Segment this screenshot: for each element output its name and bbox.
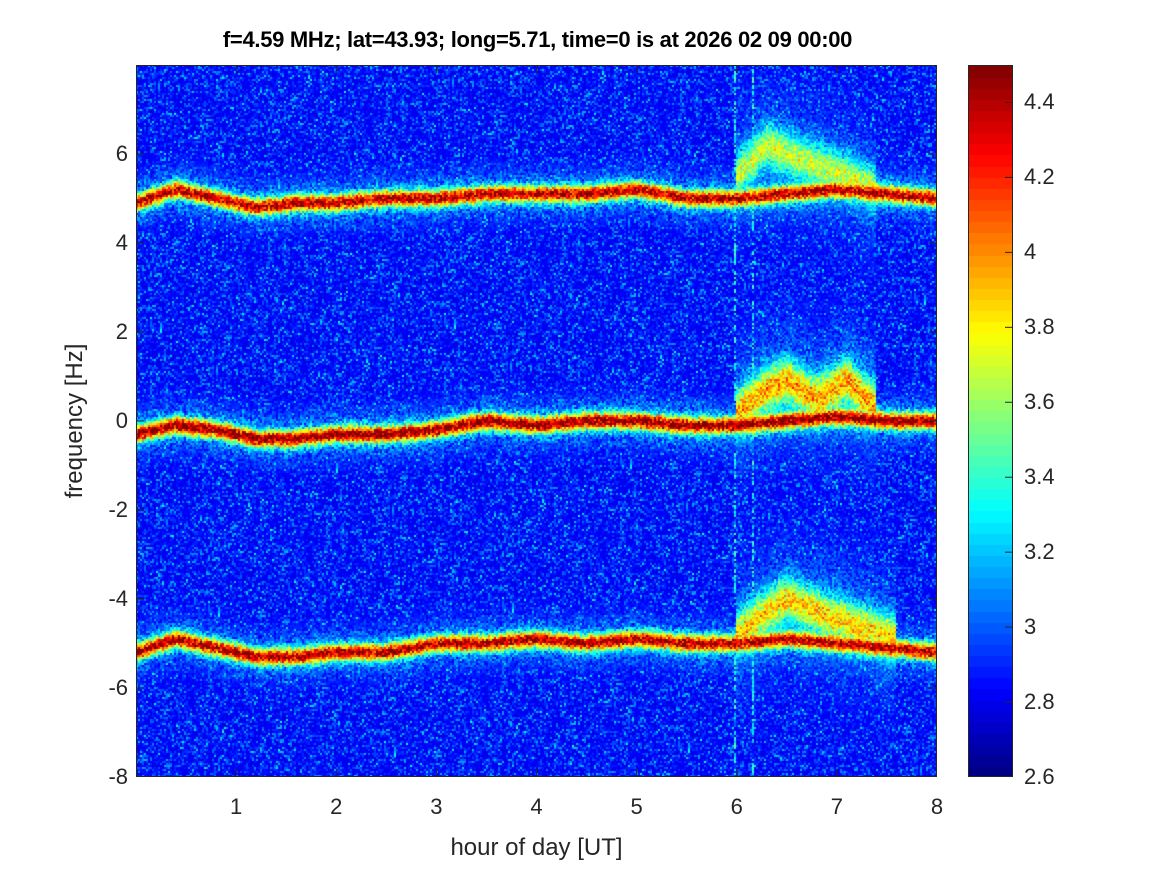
colorbar-tick-label: 3: [1024, 614, 1037, 640]
x-tick-label: 2: [330, 794, 343, 819]
axes-frame: [136, 65, 937, 777]
y-axis-label: frequency [Hz]: [61, 343, 88, 499]
colorbar-tick-label: 2.8: [1024, 689, 1055, 715]
x-tick-label: 7: [830, 794, 843, 819]
y-tick-label: -2: [108, 497, 128, 522]
x-axis-label: hour of day [UT]: [450, 834, 623, 861]
y-tick-label: -4: [108, 586, 128, 611]
y-tick-label: 2: [115, 319, 128, 344]
chart-title: f=4.59 MHz; lat=43.93; long=5.71, time=0…: [222, 27, 853, 52]
colorbar: [968, 65, 1013, 777]
colorbar-tick-label: 3.2: [1024, 539, 1055, 565]
x-tick-label: 5: [630, 794, 643, 819]
y-tick-label: -6: [108, 675, 128, 700]
colorbar-tick-label: 2.6: [1024, 764, 1055, 789]
x-tick-label: 1: [230, 794, 243, 819]
colorbar-tick-label: 4: [1024, 239, 1037, 265]
x-tick-label: 6: [730, 794, 743, 819]
colorbar-tick-label: 4.2: [1024, 164, 1055, 190]
y-tick-label: -8: [108, 764, 128, 789]
x-tick-label: 8: [930, 794, 944, 819]
colorbar-tick-label: 3.6: [1024, 389, 1055, 415]
spectrogram-plot-area: [136, 65, 937, 777]
colorbar-tick-label: 4.4: [1024, 89, 1055, 115]
spectrogram-heatmap: [136, 65, 937, 777]
axes-box: [136, 65, 937, 777]
x-tick-label: 4: [530, 794, 543, 819]
y-tick-label: 0: [115, 408, 128, 433]
y-tick-label: 4: [115, 230, 128, 255]
x-tick-label: 3: [430, 794, 443, 819]
colorbar-frame: [968, 65, 1013, 777]
colorbar-box: [968, 65, 1013, 777]
colorbar-tick-label: 3.4: [1024, 464, 1055, 490]
colorbar-tick-label: 3.8: [1024, 314, 1055, 340]
y-tick-label: 6: [115, 141, 128, 166]
